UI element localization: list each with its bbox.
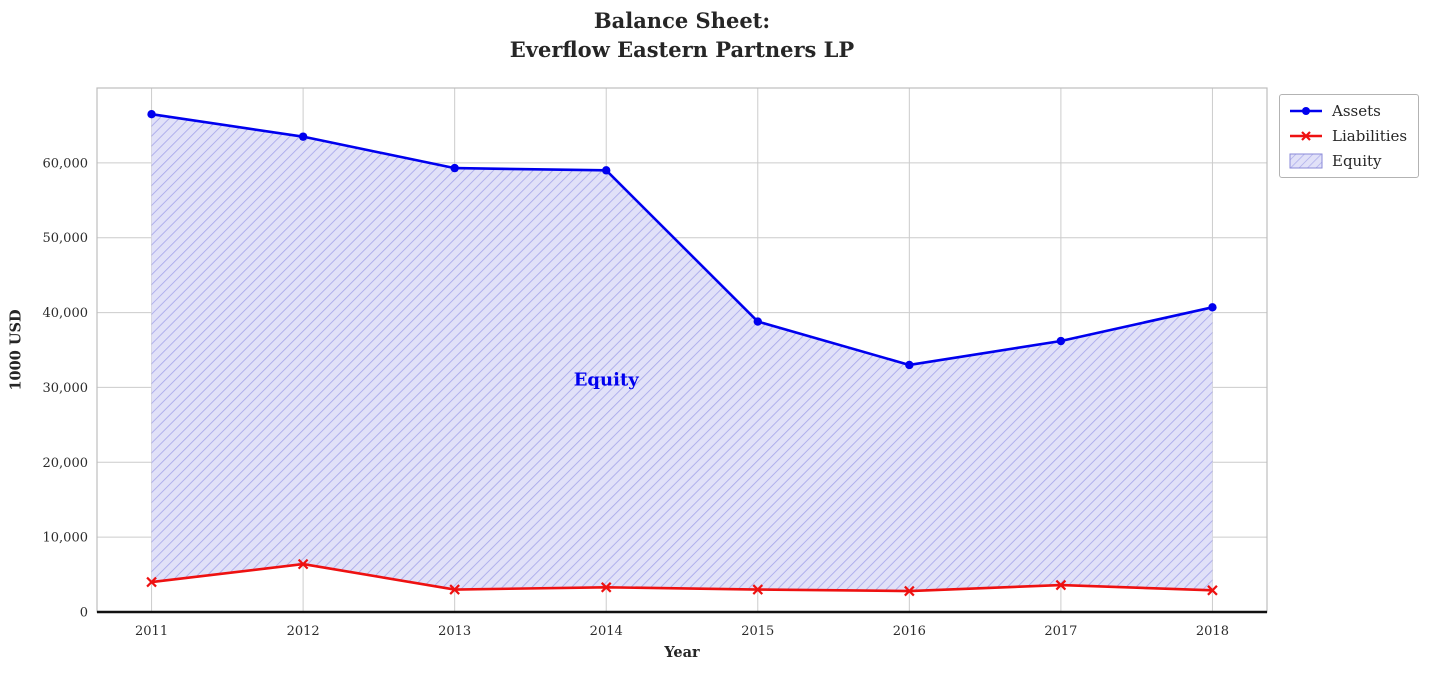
y-tick-labels: 0 10,000 20,000 30,000 40,000 50,000 60,000 [43,156,89,620]
legend-item-liabilities: Liabilities [1288,127,1407,145]
y-tick-label: 50,000 [43,231,89,246]
x-tick-label: 2012 [287,624,320,639]
legend-item-equity: Equity [1288,152,1407,170]
chart-title-line2: Everflow Eastern Partners LP [509,37,855,63]
y-axis-label: 1000 USD [7,309,25,391]
legend-label-assets: Assets [1332,102,1381,120]
y-tick-label: 30,000 [43,381,89,396]
equity-annotation: Equity [573,369,639,391]
x-axis-label: Year [664,644,700,661]
x-tick-label: 2016 [893,624,926,639]
legend-item-assets: Assets [1288,102,1407,120]
legend: Assets Liabilities Equity [1279,94,1420,178]
x-tick-label: 2011 [135,624,168,639]
legend-label-liabilities: Liabilities [1332,127,1408,145]
x-tick-label: 2018 [1196,624,1229,639]
chart-title: Balance Sheet: Everflow Eastern Partners… [97,6,1267,65]
x-tick-label: 2013 [438,624,471,639]
y-tick-label: 20,000 [43,456,89,471]
legend-label-equity: Equity [1332,152,1382,170]
assets-markers [147,110,1217,370]
chart-title-line1: Balance Sheet: [593,8,771,33]
assets-line [151,112,1213,367]
equity-hatch-swatch-icon [1288,153,1324,169]
liabilities-markers [146,558,1218,597]
x-tick-label: 2017 [1044,624,1077,639]
equity-area [151,114,1213,592]
y-tick-label: 40,000 [43,306,89,321]
x-tick-label: 2015 [741,624,774,639]
y-tick-label: 0 [80,606,88,621]
x-tick-labels: 2011 2012 2013 2014 2015 2016 2017 2018 [135,624,1229,639]
y-tick-label: 60,000 [43,156,89,171]
liabilities-line [151,562,1213,593]
assets-line-marker-icon [1288,103,1324,119]
liabilities-line-marker-icon [1288,128,1324,144]
x-tick-label: 2014 [590,624,623,639]
y-tick-label: 10,000 [43,531,89,546]
